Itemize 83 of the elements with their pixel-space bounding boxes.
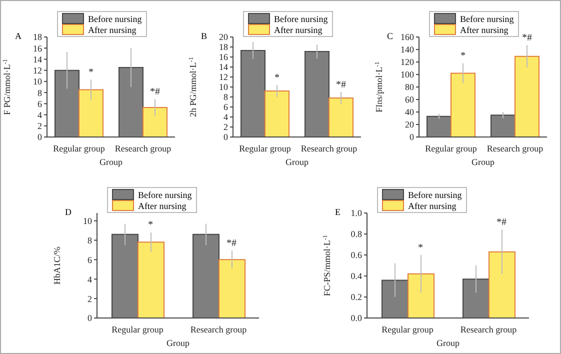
legend-label: Before nursing [88,14,142,24]
legend-label: Before nursing [138,190,192,200]
y-tick-label: 100 [400,70,414,80]
y-tick-label: 8 [224,92,228,102]
x-tick-label: Research group [190,324,248,334]
y-tick-label: 10 [219,82,228,92]
x-tick-label: Regular group [239,143,292,154]
y-tick-label: 20 [219,32,228,42]
x-axis-title: Group [166,338,190,348]
legend-label: Before nursing [274,14,328,24]
y-tick-label: 8 [38,88,42,98]
y-tick-label: 0 [88,313,92,324]
annotation: *# [336,79,346,90]
annotation: * [460,50,466,62]
y-tick-label: 40 [405,107,414,118]
y-tick-label: 4 [88,274,92,284]
y-tick-label: 4 [38,110,42,120]
y-tick-label: 160 [400,32,414,42]
chart-title: D [65,207,72,217]
legend-label: After nursing [408,200,456,210]
y-tick-label: 0 [410,132,414,142]
y-tick-label: 6 [88,254,92,265]
x-tick-label: Regular group [382,324,434,334]
y-tick-label: 8 [88,235,92,246]
legend-label: Before nursing [408,190,462,200]
legend-label: After nursing [138,200,186,210]
y-tick-label: 18 [33,32,42,42]
x-axis-title: Group [436,338,460,348]
y-tick-label: 6 [38,98,42,109]
y-tick-label: 0.0 [350,313,362,324]
y-tick-label: 18 [219,42,228,52]
annotation: * [418,242,423,254]
y-tick-label: 0.8 [350,229,362,240]
y-axis-title: HbA1C/% [52,246,62,284]
x-axis-title: Group [100,157,123,167]
annotation: *# [226,238,236,250]
x-tick-label: Research group [114,143,172,154]
y-tick-label: 4 [224,112,228,122]
annotation: *# [496,217,506,228]
x-tick-label: Regular group [53,143,106,154]
y-tick-label: 2 [38,121,42,132]
y-tick-label: 0.4 [350,271,362,282]
chart-title: B [201,31,208,41]
y-tick-label: 140 [400,44,414,55]
y-tick-label: 0 [38,132,42,142]
y-tick-label: 2 [88,294,92,304]
legend-label: After nursing [460,24,508,34]
y-tick-label: 1.0 [350,208,362,218]
x-tick-label: Research group [486,143,544,154]
y-tick-label: 60 [405,94,414,105]
y-tick-label: 16 [33,43,42,54]
x-tick-label: Research group [460,324,518,334]
y-tick-label: 10 [83,216,92,226]
legend-label: Before nursing [460,14,514,24]
y-tick-label: 10 [33,76,42,87]
y-tick-label: 14 [33,54,42,64]
y-tick-label: 0.2 [350,292,362,302]
x-tick-label: Research group [300,143,358,154]
annotation: * [88,67,94,78]
legend-label: After nursing [274,24,322,34]
y-tick-label: 0.6 [350,250,362,260]
annotation: *# [150,86,160,98]
chart-title: E [335,207,340,217]
annotation: * [148,220,153,231]
y-tick-label: 14 [219,62,228,72]
chart-title: C [387,31,394,41]
x-axis-title: Group [286,157,309,167]
y-tick-label: 12 [219,72,228,82]
x-tick-label: Regular group [112,324,164,334]
y-tick-label: 120 [400,57,414,68]
y-tick-label: 16 [219,52,228,62]
y-tick-label: 0 [224,132,228,142]
legend-label: After nursing [88,24,136,34]
y-tick-label: 20 [405,120,414,130]
y-tick-label: 12 [33,66,42,76]
y-tick-label: 2 [224,122,228,132]
annotation: * [274,72,280,84]
x-axis-title: Group [472,157,495,167]
y-tick-label: 80 [405,82,414,92]
annotation: *# [522,32,532,44]
y-tick-label: 6 [224,102,228,112]
x-tick-label: Regular group [425,143,478,154]
chart-title: A [15,31,22,41]
